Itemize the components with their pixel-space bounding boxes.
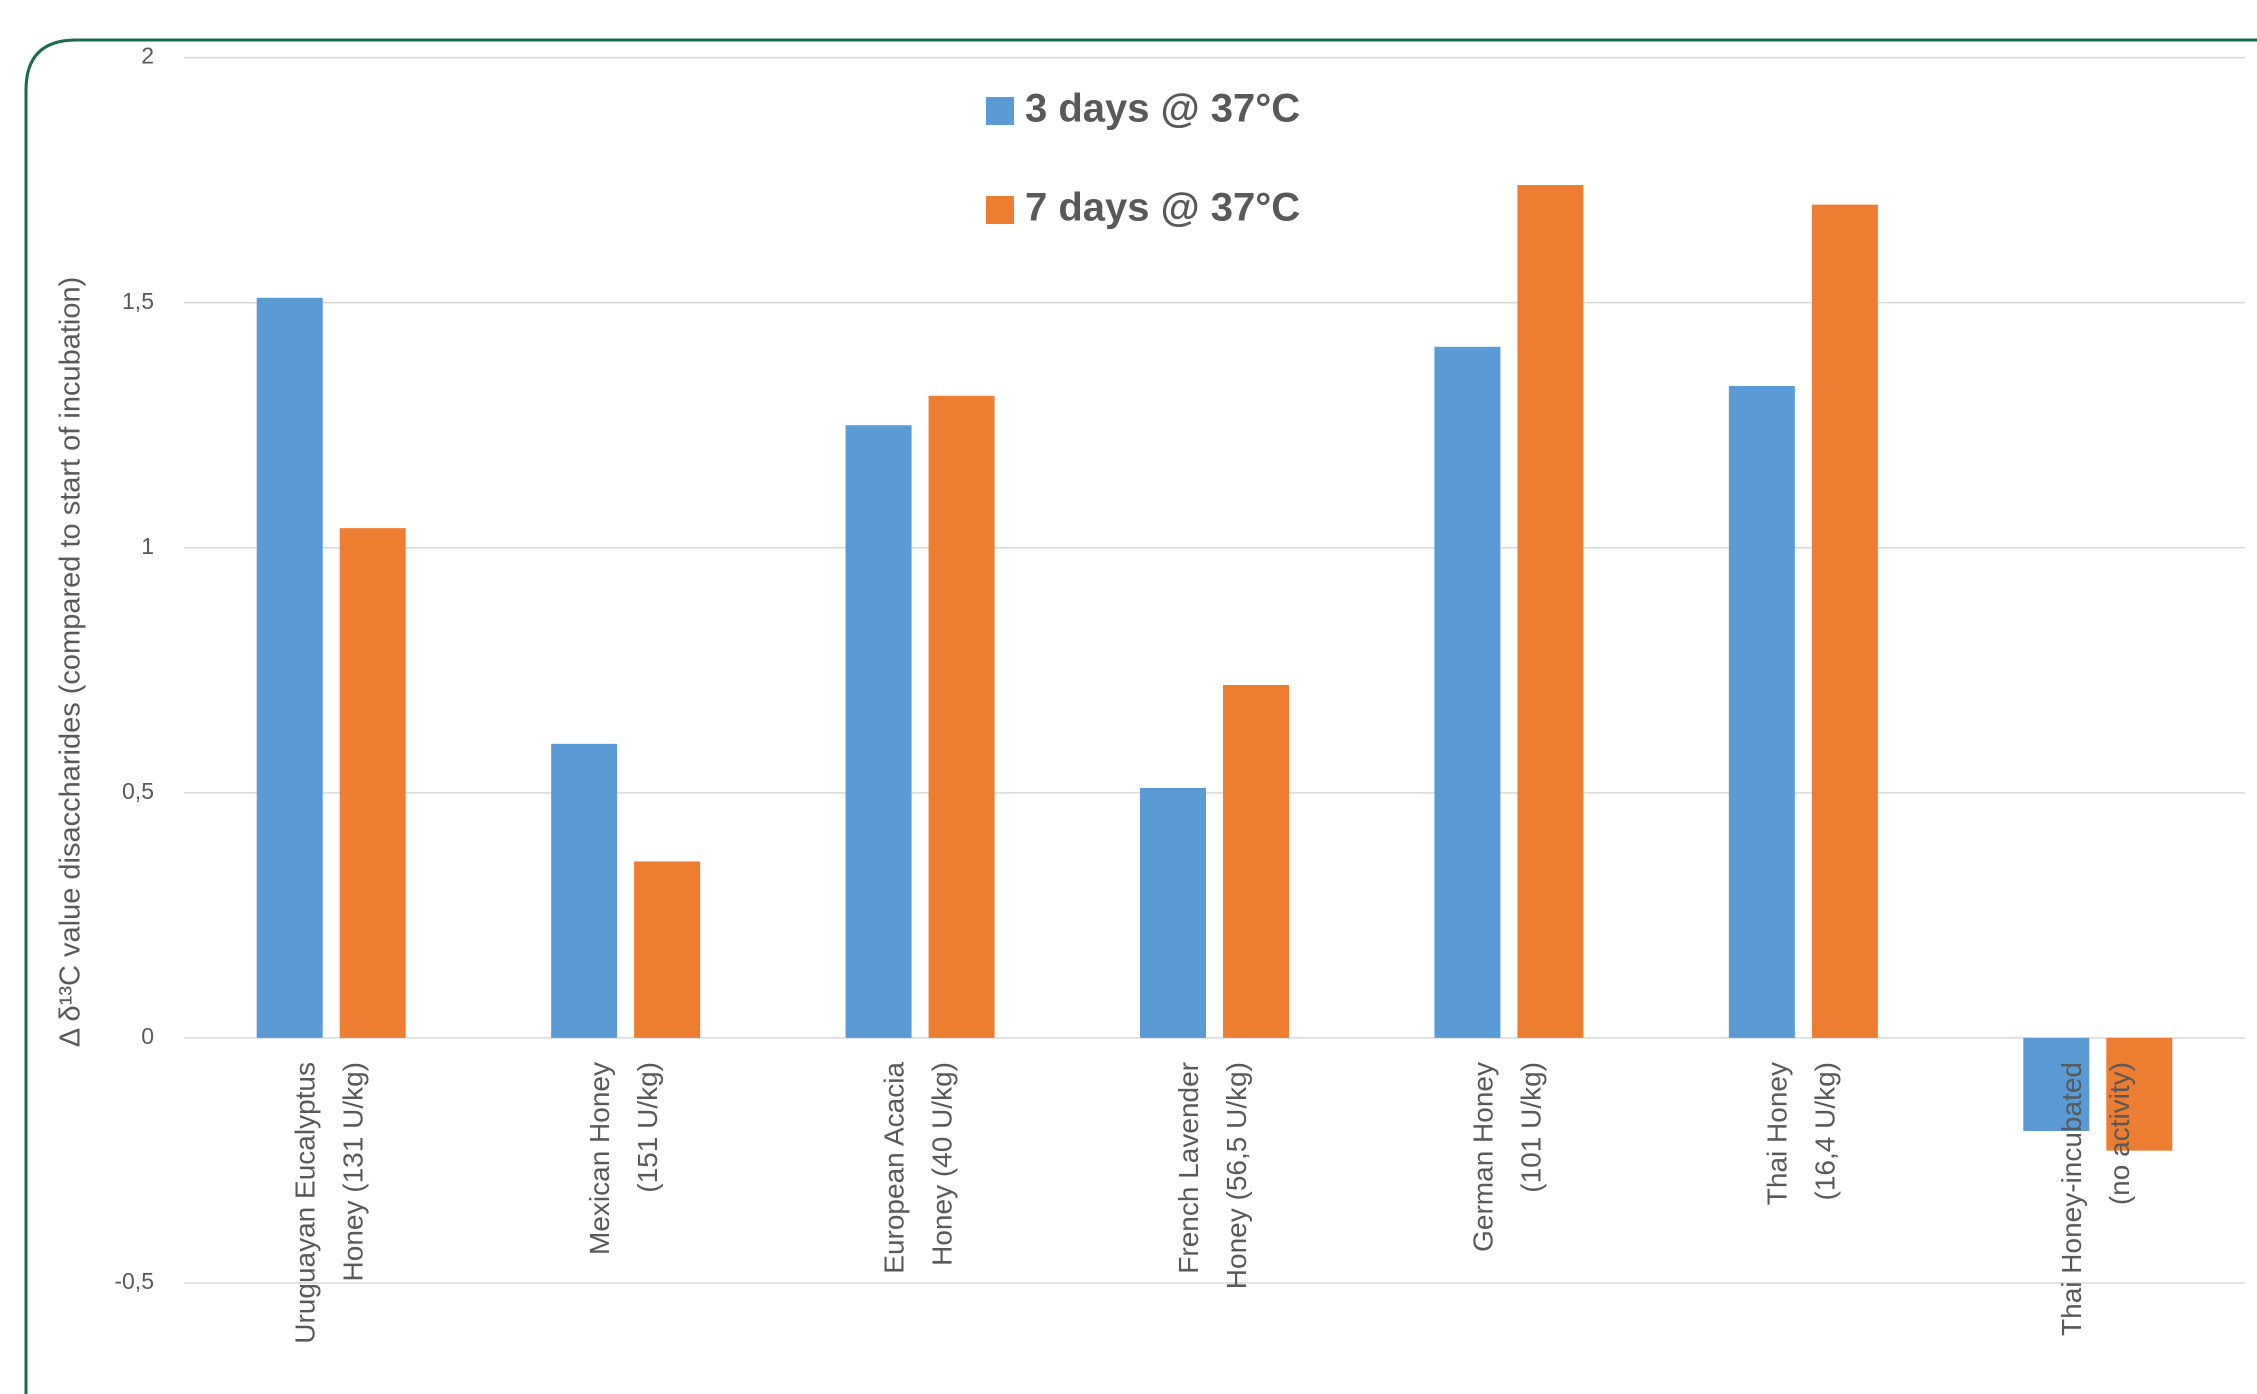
x-tick-label: Honey (131 U/kg) [338, 1062, 369, 1281]
y-tick-label: 1,5 [122, 288, 154, 314]
x-tick-label: Thai Honey [1762, 1062, 1793, 1205]
x-tick-label: (16,4 U/kg) [1810, 1062, 1841, 1201]
x-tick-label: German Honey [1467, 1062, 1498, 1252]
bar [2023, 1037, 2090, 1132]
bar [2106, 1037, 2173, 1151]
bar [634, 861, 701, 1038]
bar [928, 395, 995, 1038]
bar [1811, 204, 1878, 1038]
y-axis-label: Δ δ¹³C value disaccharides (compared to … [55, 277, 87, 1048]
legend-swatch [986, 97, 1014, 125]
bar [256, 297, 323, 1038]
x-tick-label: Thai Honey-incubated [2056, 1062, 2087, 1336]
bar [339, 528, 406, 1038]
x-tick-label: (151 U/kg) [632, 1062, 663, 1193]
bar [1223, 685, 1289, 1038]
legend-label: 3 days @ 37°C [1025, 87, 1300, 131]
legend-swatch [986, 196, 1014, 224]
legend-label: 7 days @ 37°C [1025, 186, 1300, 230]
frame [24, 38, 2257, 1394]
bar [1434, 346, 1501, 1038]
bar [1140, 787, 1206, 1038]
x-tick-label: Mexican Honey [584, 1062, 615, 1255]
y-tick-label: 0 [141, 1023, 154, 1049]
x-tick-label: (101 U/kg) [1515, 1062, 1546, 1193]
x-tick-label: Honey (40 U/kg) [926, 1062, 957, 1266]
bar [1728, 386, 1795, 1038]
x-tick-label: Uruguayan Eucalyptus [290, 1062, 321, 1344]
y-tick-label: -0,5 [114, 1268, 154, 1294]
x-tick-label: European Acacia [878, 1062, 909, 1274]
x-tick-label: Honey (56,5 U/kg) [1221, 1062, 1252, 1289]
y-tick-label: 1 [141, 533, 154, 559]
bar [845, 425, 912, 1038]
x-tick-label: French Lavender [1173, 1062, 1204, 1274]
bar [1517, 185, 1584, 1038]
y-tick-label: 0,5 [122, 778, 154, 804]
y-tick-label: 2 [141, 43, 154, 69]
bar [551, 743, 618, 1038]
x-tick-label: (no activity) [2104, 1062, 2135, 1205]
